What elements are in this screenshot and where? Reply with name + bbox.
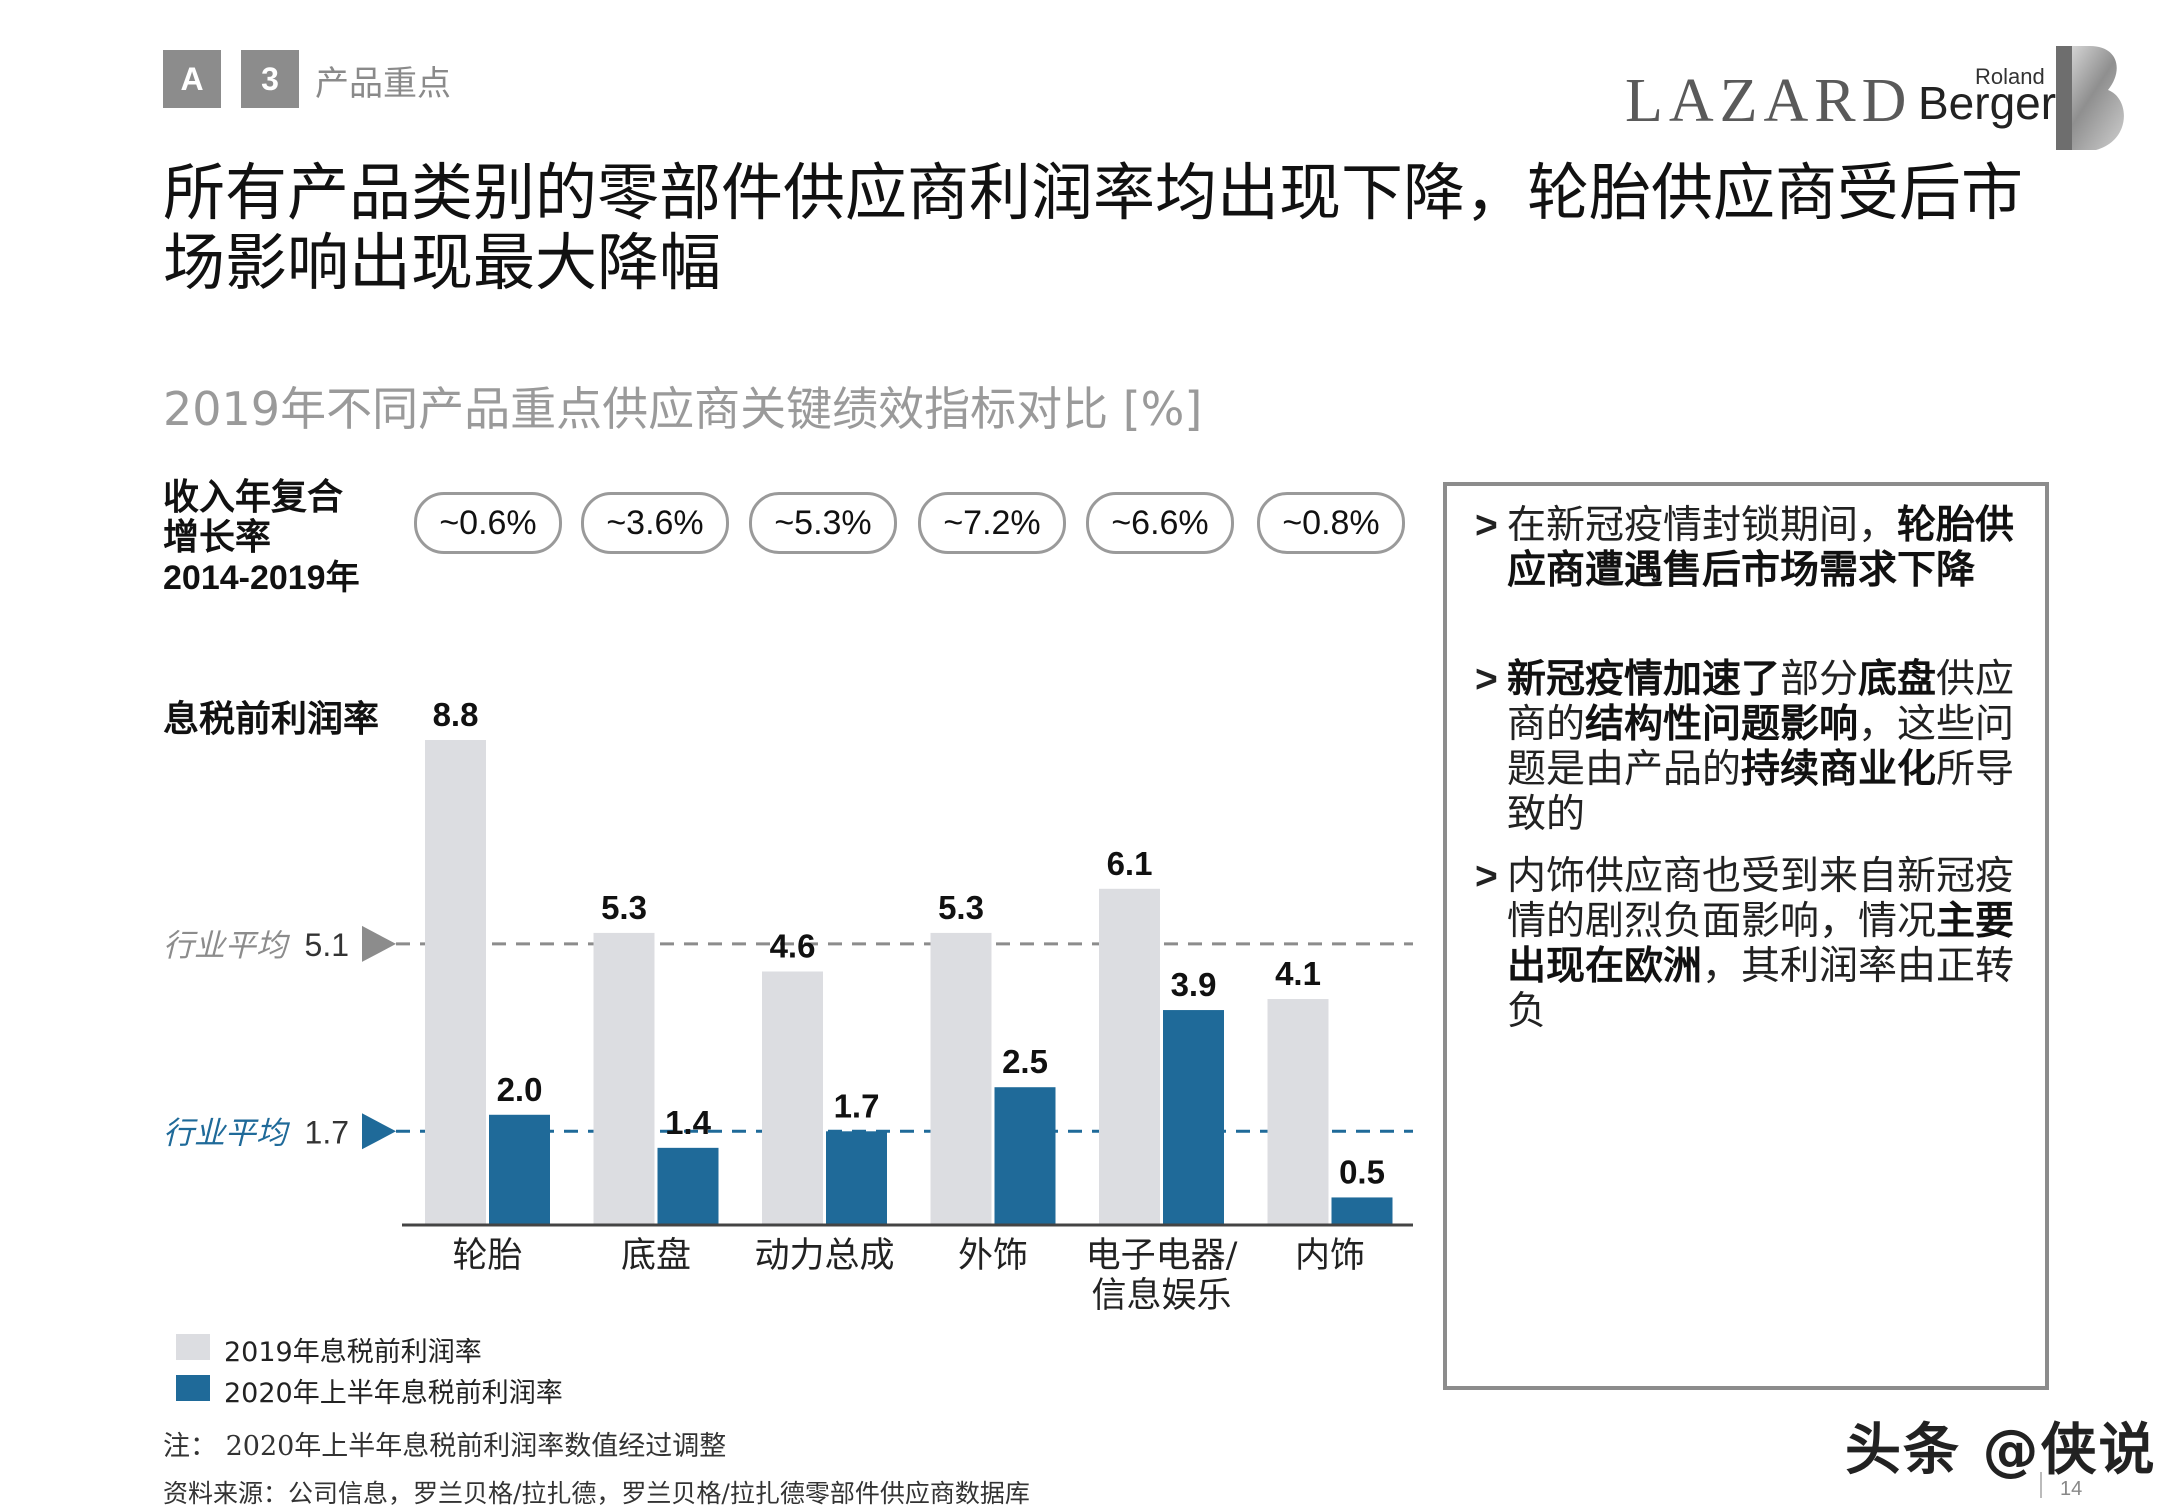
bar-value-label: 4.1: [1275, 955, 1321, 992]
cagr-label: 收入年复合 增长率 2014-2019年: [163, 478, 360, 598]
section-title: 产品重点: [315, 64, 451, 104]
bar-2020h1-1: [657, 1147, 719, 1225]
bar-value-label: 0.5: [1339, 1153, 1385, 1190]
bar-value-label: 1.7: [834, 1087, 880, 1124]
bar-value-label: 8.8: [433, 696, 479, 733]
section-tag-number-text: 3: [261, 60, 279, 97]
bullet-plain-text: 在新冠疫情封锁期间，: [1507, 503, 1898, 548]
watermark: 头条 @侠说: [1845, 1418, 2157, 1483]
category-label: 信息娱乐: [1091, 1276, 1231, 1316]
reference-marker-1: [362, 1113, 396, 1150]
roland-logo-text: Roland: [1975, 64, 2045, 89]
berger-logo-text: Berger: [1918, 77, 2057, 129]
reference-value-0: 5.1: [305, 927, 349, 963]
bar-value-label: 2.0: [497, 1071, 543, 1108]
bullet-plain-text: ，这些问题是由产品的: [1507, 702, 2015, 792]
reference-value-1: 1.7: [305, 1114, 349, 1150]
bullet-bold-text: 结构性问题影响: [1585, 702, 1859, 747]
bullet-marker: >: [1475, 855, 1498, 898]
bar-value-label: 4.6: [770, 927, 816, 964]
bar-value-label: 2.5: [1002, 1043, 1048, 1080]
bullet-plain-text: 供应商的: [1507, 657, 2015, 747]
roland-berger-b-icon: [2056, 46, 2124, 150]
lazard-logo: LAZARD: [1625, 67, 1913, 135]
legend-swatch-2020h1: [176, 1375, 210, 1401]
bullet-marker: >: [1475, 504, 1498, 547]
category-label: 内饰: [1295, 1236, 1365, 1276]
cagr-label-line3: 2014-2019年: [163, 559, 360, 597]
reference-label-1: 行业平均: [163, 1115, 291, 1151]
footnote: 注： 2020年上半年息税前利润率数值经过调整: [163, 1431, 727, 1462]
bullet-tires: > 在新冠疫情封锁期间，轮胎供应商遭遇售后市场需求下降: [1475, 503, 2035, 593]
bullet-text: 内饰供应商也受到来自新冠疫情的剧烈负面影响，情况主要出现在欧洲，其利润率由正转负: [1507, 854, 2035, 1034]
section-tag-number: 3: [241, 50, 299, 108]
bullet-bold-text: 底盘: [1858, 657, 1937, 702]
cagr-pill-tires: ~0.6%: [414, 492, 562, 554]
bar-2019-5: [1267, 999, 1329, 1225]
bar-2019-3: [930, 932, 992, 1225]
bullet-interior: > 内饰供应商也受到来自新冠疫情的剧烈负面影响，情况主要出现在欧洲，其利润率由正转…: [1475, 854, 2035, 1034]
commentary-panel: [1443, 482, 2049, 1390]
bullet-bold-text: 持续商业化: [1741, 747, 1937, 792]
bar-2020h1-3: [994, 1087, 1056, 1225]
page-number: 14: [2060, 1478, 2083, 1500]
category-label: 外饰: [958, 1236, 1028, 1276]
cagr-pill-powertrain: ~5.3%: [749, 492, 897, 554]
bar-2019-2: [762, 971, 823, 1225]
section-tag-a-text: A: [180, 60, 204, 97]
bar-value-label: 5.3: [601, 889, 647, 926]
bullet-text: 在新冠疫情封锁期间，轮胎供应商遭遇售后市场需求下降: [1507, 503, 2035, 593]
source-note: 资料来源：公司信息，罗兰贝格/拉扎德，罗兰贝格/拉扎德零部件供应商数据库: [163, 1479, 1030, 1508]
bullet-bold-text: 主要出现在欧洲: [1507, 899, 2015, 989]
cagr-pill-chassis: ~3.6%: [581, 492, 729, 554]
page-number-divider: [2040, 1472, 2042, 1498]
cagr-label-line2: 增长率: [163, 517, 272, 558]
bullet-plain-text: 部分: [1780, 657, 1859, 702]
bar-value-label: 6.1: [1107, 845, 1153, 882]
category-label: 动力总成: [754, 1236, 894, 1276]
legend-swatch-2019: [176, 1334, 210, 1360]
ebit-margin-bar-chart: 5.1 行业平均 1.7 行业平均 8.8 2.0 轮胎 5.3 1.4 底盘 4.6 1.7 动力总成…: [163, 696, 1413, 1316]
category-label: 电子电器/: [1086, 1236, 1238, 1276]
bar-value-label: 1.4: [665, 1104, 712, 1141]
bullet-plain-text: 所导致的: [1507, 747, 2015, 837]
cagr-pill-interior: ~0.8%: [1257, 492, 1405, 554]
reference-marker-0: [362, 925, 396, 962]
bullet-text: 新冠疫情加速了部分底盘供应商的结构性问题影响，这些问题是由产品的持续商业化所导致…: [1507, 657, 2035, 837]
cagr-label-line1: 收入年复合: [163, 477, 344, 518]
legend-label-2020h1: 2020年上半年息税前利润率: [224, 1378, 563, 1409]
bullet-bold-text: 轮胎供应商遭遇售后市场需求下降: [1507, 503, 2015, 593]
bar-value-label: 5.3: [938, 889, 984, 926]
cagr-pill-electronics: ~6.6%: [1086, 492, 1234, 554]
section-tag-a: A: [163, 50, 221, 108]
bar-2020h1-5: [1331, 1197, 1393, 1225]
bullet-marker: >: [1475, 658, 1498, 701]
bar-2020h1-2: [826, 1131, 887, 1225]
bar-2020h1-0: [489, 1114, 550, 1225]
chart-subtitle: 2019年不同产品重点供应商关键绩效指标对比 [%]: [163, 382, 1203, 436]
page-title: 所有产品类别的零部件供应商利润率均出现下降，轮胎供应商受后市场影响出现最大降幅: [163, 156, 2024, 299]
category-label: 轮胎: [452, 1236, 522, 1276]
bar-2019-0: [425, 740, 486, 1225]
bar-2019-4: [1099, 888, 1160, 1225]
reference-label-0: 行业平均: [163, 928, 291, 964]
category-label: 底盘: [621, 1236, 691, 1276]
ebit-label: 息税前利润率: [163, 699, 380, 740]
bullet-plain-text: ，其利润率由正转负: [1507, 944, 2015, 1034]
bar-value-label: 3.9: [1171, 966, 1217, 1003]
cagr-pill-exterior: ~7.2%: [918, 492, 1066, 554]
legend-label-2019: 2019年息税前利润率: [224, 1337, 482, 1368]
bar-2020h1-4: [1163, 1010, 1224, 1225]
bullet-bold-text: 新冠疫情加速了: [1507, 657, 1781, 702]
bullet-plain-text: 内饰供应商也受到来自新冠疫情的剧烈负面影响，情况: [1507, 854, 2015, 944]
bullet-chassis: > 新冠疫情加速了部分底盘供应商的结构性问题影响，这些问题是由产品的持续商业化所导…: [1475, 657, 2035, 837]
bar-2019-1: [593, 932, 655, 1225]
